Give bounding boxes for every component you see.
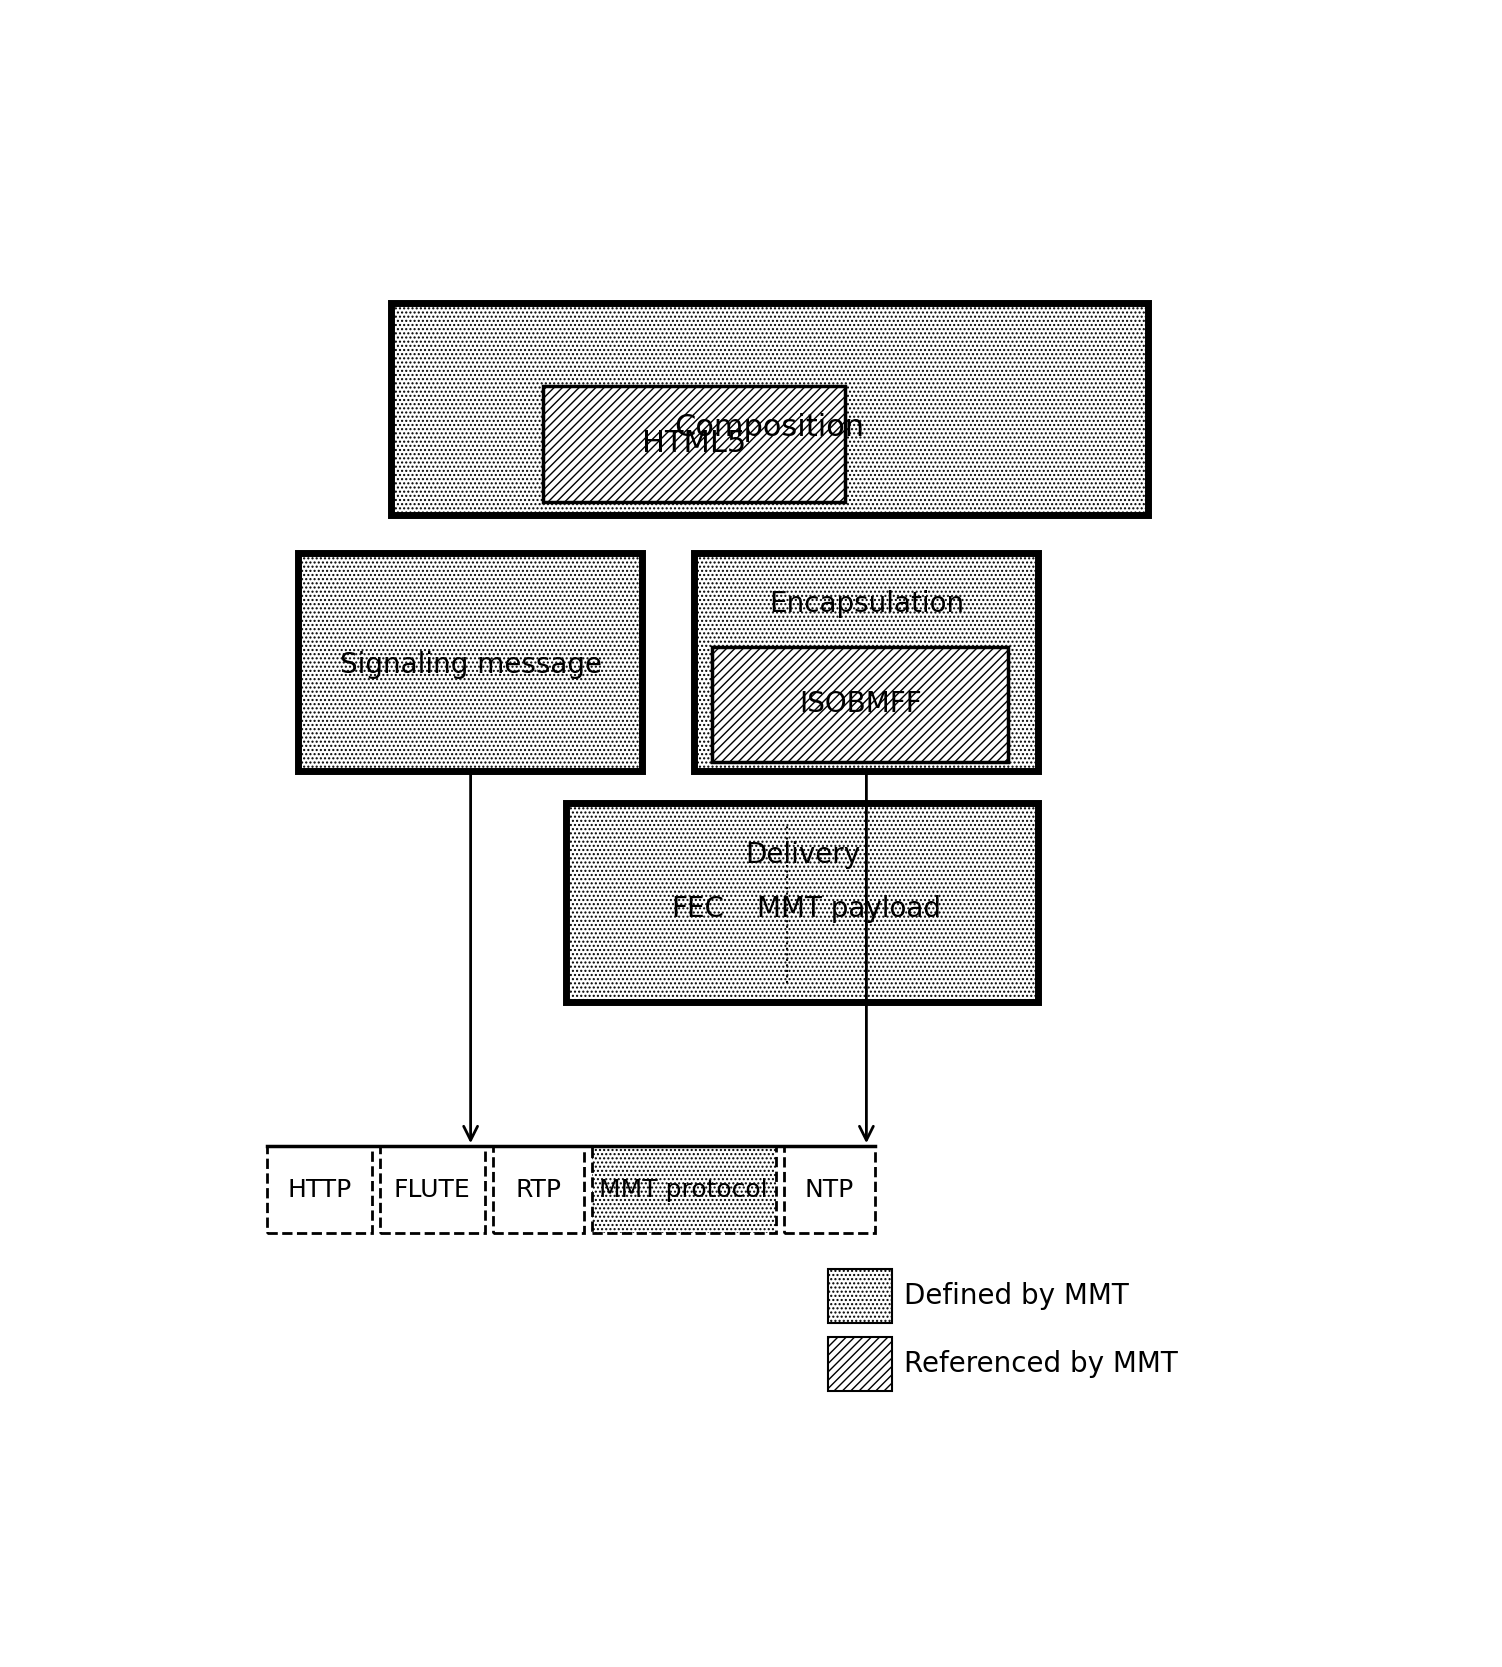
Bar	[712, 647, 1008, 762]
Bar	[380, 1145, 485, 1234]
Text: Encapsulation: Encapsulation	[769, 590, 964, 618]
Bar	[542, 387, 846, 502]
Bar	[592, 1145, 775, 1234]
Text: HTML5: HTML5	[641, 430, 746, 458]
Bar	[694, 553, 1038, 772]
Bar	[566, 803, 1038, 1002]
Bar	[784, 1145, 874, 1234]
Text: HTTP: HTTP	[287, 1177, 351, 1202]
Text: NTP: NTP	[805, 1177, 853, 1202]
Bar	[267, 1145, 371, 1234]
Bar	[828, 1269, 892, 1324]
Text: MMT protocol: MMT protocol	[599, 1177, 768, 1202]
Text: FEC: FEC	[671, 895, 724, 922]
Text: Delivery: Delivery	[745, 840, 861, 869]
Text: RTP: RTP	[515, 1177, 562, 1202]
Bar	[566, 803, 1038, 1002]
Bar	[694, 553, 1038, 772]
Bar	[828, 1337, 892, 1392]
Bar	[299, 553, 641, 772]
Text: Defined by MMT: Defined by MMT	[904, 1282, 1128, 1310]
Text: Signaling message: Signaling message	[339, 650, 602, 678]
Bar	[592, 1145, 775, 1234]
Bar	[828, 1337, 892, 1392]
Bar	[392, 303, 1148, 515]
Text: MMT payload: MMT payload	[757, 895, 940, 922]
Text: Composition: Composition	[674, 413, 865, 442]
Text: FLUTE: FLUTE	[394, 1177, 470, 1202]
Bar	[828, 1269, 892, 1324]
Bar	[493, 1145, 584, 1234]
Bar	[542, 387, 846, 502]
Text: ISOBMFF: ISOBMFF	[799, 690, 922, 718]
Bar	[392, 303, 1148, 515]
Bar	[712, 647, 1008, 762]
Bar	[299, 553, 641, 772]
Text: Referenced by MMT: Referenced by MMT	[904, 1350, 1178, 1379]
